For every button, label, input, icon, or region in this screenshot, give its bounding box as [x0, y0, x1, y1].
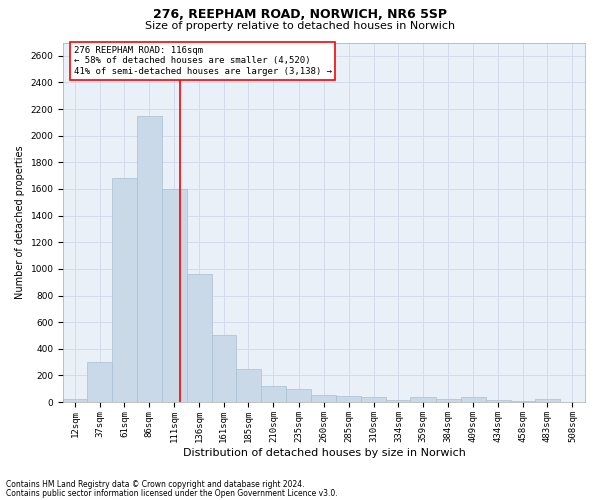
Bar: [410, 398, 436, 402]
Bar: [187, 274, 212, 402]
Bar: [112, 178, 137, 402]
Text: Contains public sector information licensed under the Open Government Licence v3: Contains public sector information licen…: [6, 488, 338, 498]
Bar: [161, 189, 187, 402]
Bar: [386, 400, 410, 402]
Bar: [88, 362, 112, 402]
Bar: [137, 116, 161, 402]
Bar: [261, 386, 286, 402]
Bar: [361, 398, 386, 402]
Bar: [436, 400, 461, 402]
Bar: [461, 398, 485, 402]
Text: 276 REEPHAM ROAD: 116sqm
← 58% of detached houses are smaller (4,520)
41% of sem: 276 REEPHAM ROAD: 116sqm ← 58% of detach…: [74, 46, 332, 76]
Bar: [236, 369, 261, 402]
Text: Contains HM Land Registry data © Crown copyright and database right 2024.: Contains HM Land Registry data © Crown c…: [6, 480, 305, 489]
Text: Size of property relative to detached houses in Norwich: Size of property relative to detached ho…: [145, 21, 455, 31]
Bar: [336, 396, 361, 402]
Bar: [286, 388, 311, 402]
Bar: [311, 396, 336, 402]
Bar: [212, 335, 236, 402]
Bar: [485, 400, 511, 402]
Y-axis label: Number of detached properties: Number of detached properties: [15, 146, 25, 299]
Bar: [63, 398, 88, 402]
X-axis label: Distribution of detached houses by size in Norwich: Distribution of detached houses by size …: [183, 448, 466, 458]
Bar: [535, 398, 560, 402]
Text: 276, REEPHAM ROAD, NORWICH, NR6 5SP: 276, REEPHAM ROAD, NORWICH, NR6 5SP: [153, 8, 447, 20]
